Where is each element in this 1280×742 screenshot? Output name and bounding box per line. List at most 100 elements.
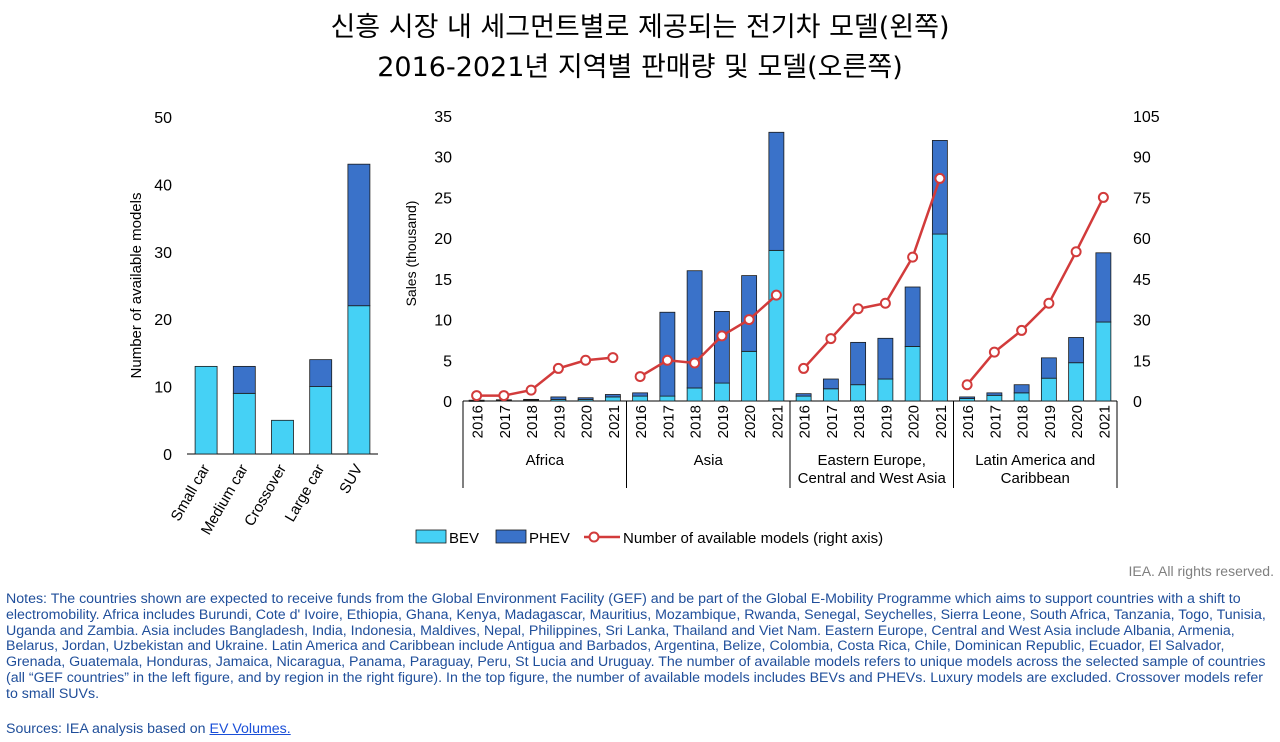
models-point [988,346,1000,358]
year-tick-label: 2018 [851,405,868,438]
left-bar-bev [271,419,294,455]
left-y-tick: 0 [163,447,172,464]
right-y-tick: 15 [434,272,452,289]
year-tick-label: 2016 [633,405,650,438]
right-bar-phev [1040,357,1057,379]
year-tick-label: 2020 [906,405,923,438]
right-bar-bev [713,382,730,402]
right-bar-phev [604,394,621,398]
region-label: Caribbean [1001,470,1070,487]
left-y-tick: 10 [154,380,172,397]
left-y-tick: 20 [154,312,172,329]
right-y-tick: 5 [443,353,452,370]
left-y-axis-label: Number of available models [128,193,145,379]
left-category-label: SUV [336,462,366,497]
models-point [825,333,837,345]
right-bar-phev [1068,337,1085,364]
legend-label-phev: PHEV [529,530,570,547]
ev-volumes-link[interactable]: EV Volumes. [209,721,291,737]
right-y2-tick: 30 [1133,313,1151,330]
right-bar-phev [877,337,894,380]
right-bar-bev [850,384,867,402]
right-y2-tick: 0 [1133,394,1142,411]
right-y-tick: 30 [434,150,452,167]
right-y-tick: 0 [443,394,452,411]
year-tick-label: 2019 [878,405,895,438]
right-y2-tick: 75 [1133,190,1151,207]
region-label: Africa [526,452,565,469]
year-tick-label: 2016 [797,405,814,438]
year-tick-label: 2019 [1042,405,1059,438]
year-tick-label: 2021 [769,405,786,438]
models-point [1070,246,1082,258]
legend-label-models: Number of available models (right axis) [623,530,883,547]
right-y2-tick: 90 [1133,150,1151,167]
left-bar-phev [232,365,256,394]
right-bar-phev [904,286,921,347]
right-bar-phev [986,392,1003,396]
right-bar-bev [741,350,758,402]
right-y-tick: 10 [434,313,452,330]
right-bar-bev [659,395,676,402]
left-bar-bev [232,392,256,455]
right-bar-phev [1095,252,1112,323]
right-bar-phev [931,140,948,235]
region-label: Latin America and [975,452,1095,469]
right-bar-bev [795,395,812,402]
models-point [907,251,919,263]
right-y-tick: 25 [434,190,452,207]
year-tick-label: 2018 [524,405,541,438]
year-tick-label: 2019 [715,405,732,438]
year-tick-label: 2019 [551,405,568,438]
legend-label-bev: BEV [449,530,479,547]
right-bar-phev [577,397,594,400]
chart-legend: BEV PHEV Number of available models (right… [415,529,883,547]
right-bar-bev [822,388,839,402]
region-label: Asia [694,452,724,469]
year-tick-label: 2017 [987,405,1004,438]
models-point [798,362,810,374]
models-point [689,357,701,369]
models-point [879,297,891,309]
notes-text: Notes: The countries shown are expected … [6,591,1266,702]
right-bar-phev [686,270,703,389]
right-y2-tick: 45 [1133,272,1151,289]
left-bar-bev [309,386,333,455]
right-y-tick: 35 [434,109,452,126]
models-point [634,371,646,383]
right-bar-phev [768,131,785,251]
models-point [607,352,619,364]
year-tick-label: 2020 [742,405,759,438]
year-tick-label: 2017 [660,405,677,438]
models-point [498,390,510,402]
models-line [476,356,613,397]
right-y-tick: 20 [434,231,452,248]
right-bar-bev [877,378,894,402]
year-tick-label: 2018 [1015,405,1032,438]
models-point [770,289,782,301]
right-bar-bev [1013,392,1030,402]
models-point [471,390,483,402]
models-point [1097,191,1109,203]
year-tick-label: 2016 [470,405,487,438]
legend-swatch-bev [415,529,447,544]
models-line [966,196,1105,386]
title-line-2: 2016-2021년 지역별 판매량 및 모델(오른쪽) [377,52,903,83]
right-bar-bev [1068,362,1085,402]
year-tick-label: 2018 [688,405,705,438]
right-bar-phev [713,311,730,384]
year-tick-label: 2017 [824,405,841,438]
left-bar-bev [347,305,371,455]
left-bar-phev [347,163,371,307]
year-tick-label: 2021 [933,405,950,438]
left-y-tick: 30 [154,245,172,262]
year-tick-label: 2017 [497,405,514,438]
left-y-tick: 50 [154,110,172,127]
left-y-tick: 40 [154,177,172,194]
models-point [580,354,592,366]
region-label: Eastern Europe, [818,452,926,469]
right-bar-bev [1040,377,1057,402]
models-point [743,314,755,326]
